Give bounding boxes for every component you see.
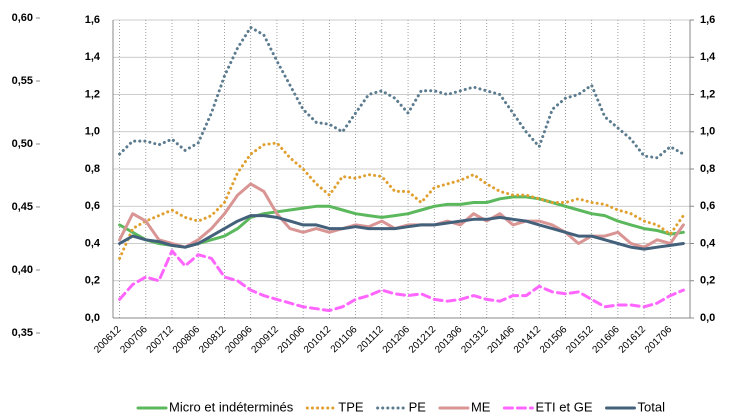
y-tick-label: 1,2 [85, 88, 100, 100]
x-tick-label: 200706 [118, 324, 150, 356]
y-tick-label: 0,8 [85, 163, 100, 175]
x-tick-label: 201506 [538, 324, 570, 356]
x-tick-label: 200806 [171, 324, 203, 356]
series-line [118, 214, 685, 251]
y3-tick-label: 0,55 [12, 75, 33, 87]
x-tick-label: 201612 [617, 324, 649, 356]
y-tick-label: 1,0 [85, 126, 100, 138]
y2-tick-label: 0,8 [700, 163, 715, 175]
x-tick-label: 201406 [486, 324, 518, 356]
x-tick-label: 201306 [433, 324, 465, 356]
y3-tick-label: 0,35 [12, 327, 33, 339]
series-line [118, 249, 685, 313]
legend-label: TPE [338, 399, 364, 414]
x-tick-label: 200912 [250, 324, 282, 356]
x-tick-label: 201512 [564, 324, 596, 356]
y-tick-label: 0,2 [85, 275, 100, 287]
series-line [118, 141, 685, 260]
y-tick-label: 1,6 [85, 14, 100, 26]
x-tick-label: 201006 [276, 324, 308, 356]
y2-tick-label: 0,4 [700, 237, 716, 249]
legend-label: PE [409, 399, 427, 414]
y2-tick-label: 0,0 [700, 312, 715, 324]
y3-tick-label: 0,40 [12, 264, 33, 276]
x-tick-label: 200712 [145, 324, 177, 356]
y3-tick-label: 0,60 [12, 12, 33, 24]
x-tick-label: 200612 [92, 324, 124, 356]
x-tick-label: 201412 [512, 324, 544, 356]
x-tick-label: 201706 [643, 324, 675, 356]
y-tick-label: 0,4 [85, 237, 101, 249]
series-line [118, 25, 685, 160]
y3-tick-label: 0,50 [12, 138, 33, 150]
y3-tick-label: 0,45 [12, 201, 33, 213]
y2-tick-label: 0,2 [700, 275, 715, 287]
x-tick-label: 201606 [590, 324, 622, 356]
y2-tick-label: 1,2 [700, 88, 715, 100]
legend-label: ETI et GE [535, 399, 592, 414]
x-tick-label: 201212 [407, 324, 439, 356]
x-tick-label: 201106 [329, 324, 360, 355]
y2-tick-label: 1,6 [700, 14, 715, 26]
x-tick-label: 201206 [381, 324, 413, 356]
y2-tick-label: 1,0 [700, 126, 715, 138]
legend-label: Total [638, 399, 666, 414]
x-tick-label: 200906 [223, 324, 255, 356]
legend: Micro et indéterminés TPE PE ME ETI et GE Tot… [136, 399, 666, 414]
y-tick-label: 0,6 [85, 200, 100, 212]
x-tick-label: 201312 [459, 324, 491, 356]
y2-tick-label: 1,4 [700, 51, 716, 63]
legend-label: ME [471, 399, 491, 414]
series-line [118, 195, 685, 249]
y-tick-label: 0,0 [85, 312, 100, 324]
y-tick-label: 1,4 [85, 51, 101, 63]
y2-tick-label: 0,6 [700, 200, 715, 212]
x-tick-label: 200812 [197, 324, 229, 356]
legend-label: Micro et indéterminés [169, 399, 294, 414]
x-tick-label: 201012 [302, 324, 334, 356]
